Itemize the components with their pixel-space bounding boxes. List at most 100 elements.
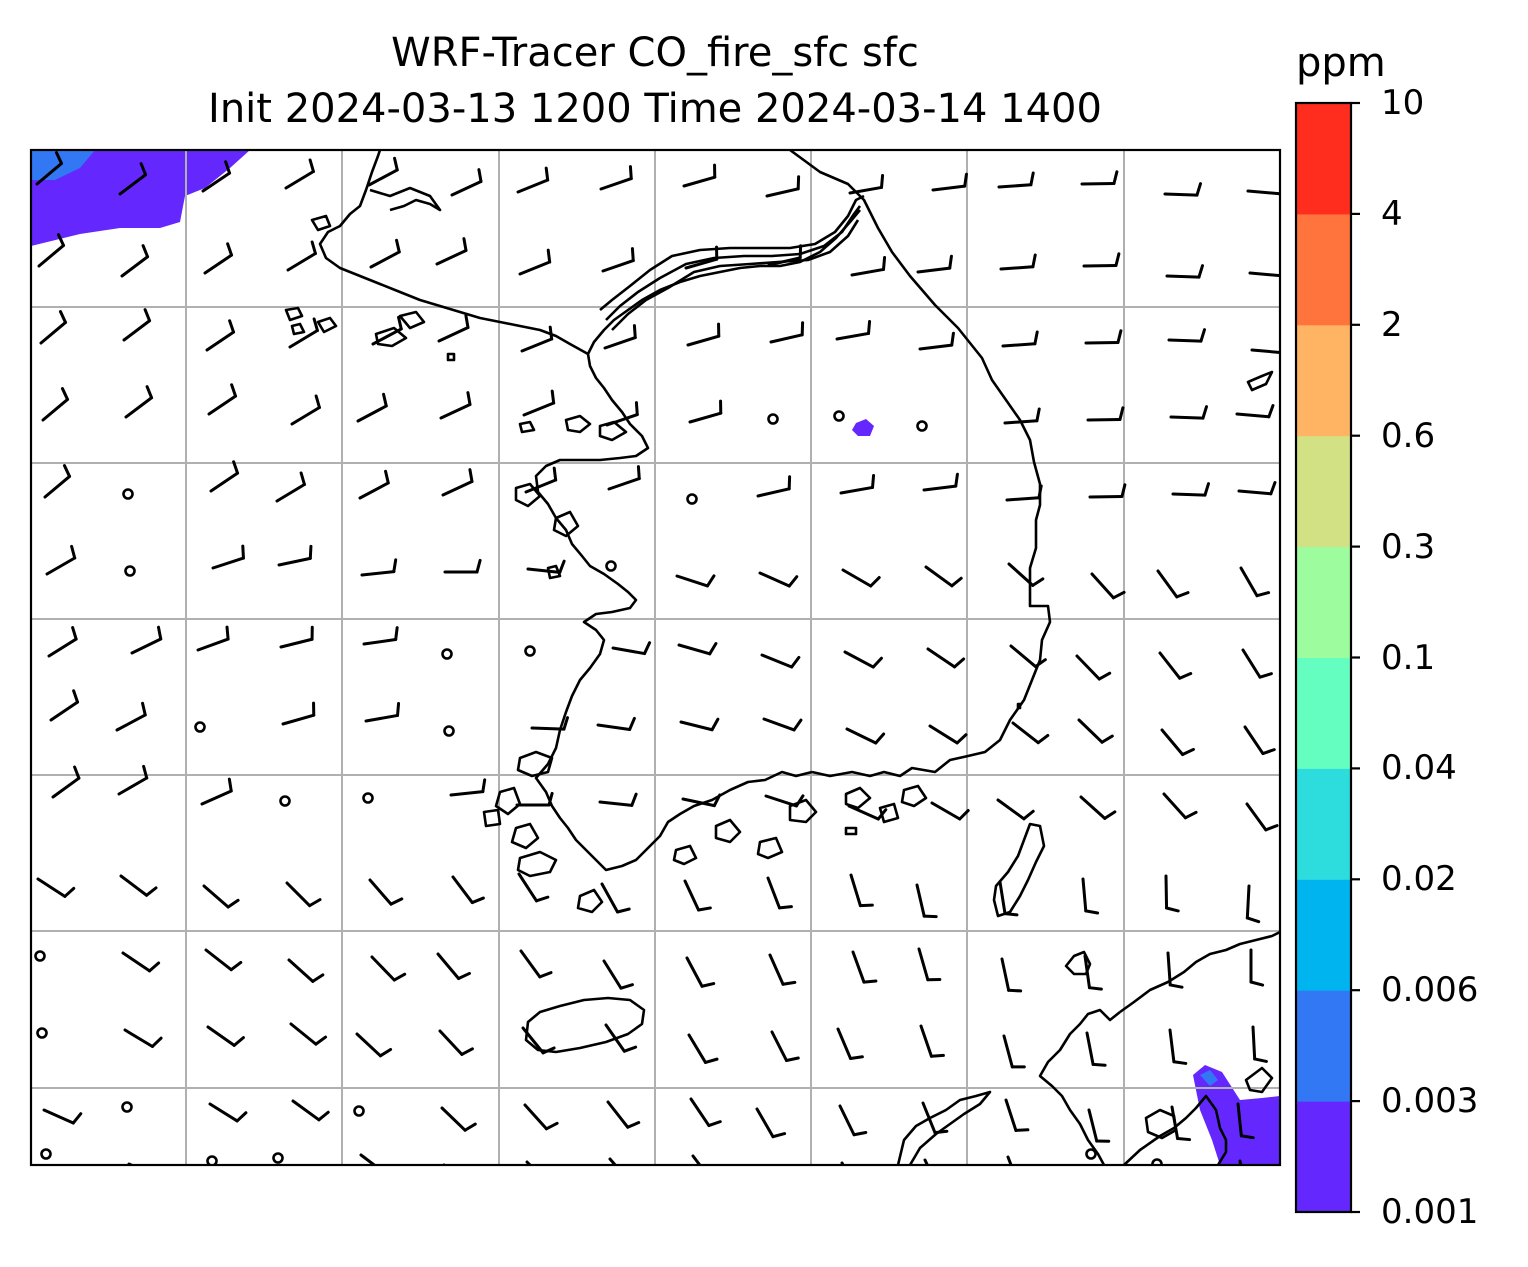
wind-barb [921,1101,949,1135]
wind-barb [39,310,68,345]
wind-barb [1090,572,1126,600]
wind-barb [1237,481,1277,496]
colorbar-segment [1296,1101,1351,1213]
wind-barb [290,394,321,426]
wind-calm-marker [34,950,46,962]
wind-barb [201,160,232,193]
wind-barb [765,175,801,198]
wind-barb [360,558,398,577]
wind-barb [930,801,970,821]
wind-barb [1165,264,1204,279]
wind-barb [687,1033,719,1064]
wind-barb [440,1106,477,1132]
wind-barb [435,237,468,266]
coastline-korean-peninsula-east [789,150,1052,778]
wind-barb [1083,954,1103,991]
wind-calm-marker [121,1101,133,1113]
plume-southeast-core [1200,1070,1218,1086]
wind-barb [123,1028,163,1048]
wind-calm-marker [1085,1148,1097,1160]
wind-barb [850,255,887,277]
wind-calm-marker [362,792,374,804]
wind-barb [999,253,1037,271]
wind-barb [1011,721,1050,745]
wind-calm-marker [194,721,206,733]
wind-barb [1251,1025,1268,1063]
wind-calm-marker [916,420,928,432]
plume-inland-spot [852,419,874,436]
wind-barb [530,716,569,731]
wind-barb [205,319,236,352]
wind-barb [931,172,968,192]
wind-barb [684,245,719,270]
wind-barb [519,949,553,979]
wind-barb [115,701,147,732]
plume-northwest [31,150,250,246]
wind-barb [611,641,652,656]
wind-barb [279,625,314,649]
wind-barb [1085,1031,1107,1067]
colorbar-segment [1296,324,1351,437]
colorbar-unit-label: ppm [1296,40,1386,86]
coastline-west-islands-2 [514,414,628,580]
wind-barb [1239,566,1271,598]
wind-calm-marker [686,493,698,505]
wind-barb [1249,948,1265,987]
wind-barb [996,798,1035,821]
wind-barb [1086,406,1125,422]
wind-barb [45,544,77,576]
wind-barb [1003,407,1041,425]
wind-barb [916,254,953,274]
wind-barb [849,873,874,908]
wind-barb [47,626,78,658]
wind-barb [438,1029,474,1056]
wind-barb [600,882,631,914]
wind-barb [1075,654,1112,681]
wind-barb [203,242,234,275]
wind-barb [683,879,712,912]
wind-barb [522,389,556,417]
wind-barb [681,793,722,808]
wind-barb [755,1107,787,1139]
wind-barb [1166,951,1184,989]
wind-barb [922,472,959,492]
colorbar-tick-label: 0.3 [1381,526,1436,567]
wind-barb [277,544,313,567]
wind-barb [1248,271,1280,278]
wind-barb [516,166,550,194]
wind-barb [851,950,878,984]
wind-barb [840,1161,845,1165]
wind-barb [607,465,641,491]
wind-barb [209,460,240,493]
wind-barb [1000,957,1023,993]
wind-barb [918,331,955,351]
wind-barb [37,233,66,268]
wind-barb [1250,348,1280,354]
wind-barb [766,876,793,910]
wind-barb [1160,728,1195,757]
map-title-line2: Init 2024-03-13 1200 Time 2024-03-14 140… [208,86,1102,132]
wind-barb [287,958,325,983]
wind-barb [841,568,881,588]
wind-barb [1156,569,1190,599]
colorbar-segment [1296,768,1351,880]
map-panel [31,150,1280,1165]
colorbar-tick-label: 0.006 [1381,970,1479,1011]
colorbar-segment [1296,657,1351,769]
wind-barb [518,248,552,276]
coastline-bohai-channel-3 [611,219,860,331]
colorbar-segment [1296,213,1351,326]
wind-barb [451,875,485,905]
wind-barb [117,764,149,796]
wind-barb [688,399,723,424]
wind-barb [450,168,483,197]
colorbar-segment [1296,103,1351,215]
wind-barb [1004,1098,1030,1132]
wind-barb [760,653,801,669]
wind-barb [598,792,638,807]
wind-barb [436,952,471,981]
wind-barb [601,247,635,273]
wind-barb [1170,1105,1192,1142]
wind-barb [122,308,152,342]
wind-barb [368,878,404,906]
